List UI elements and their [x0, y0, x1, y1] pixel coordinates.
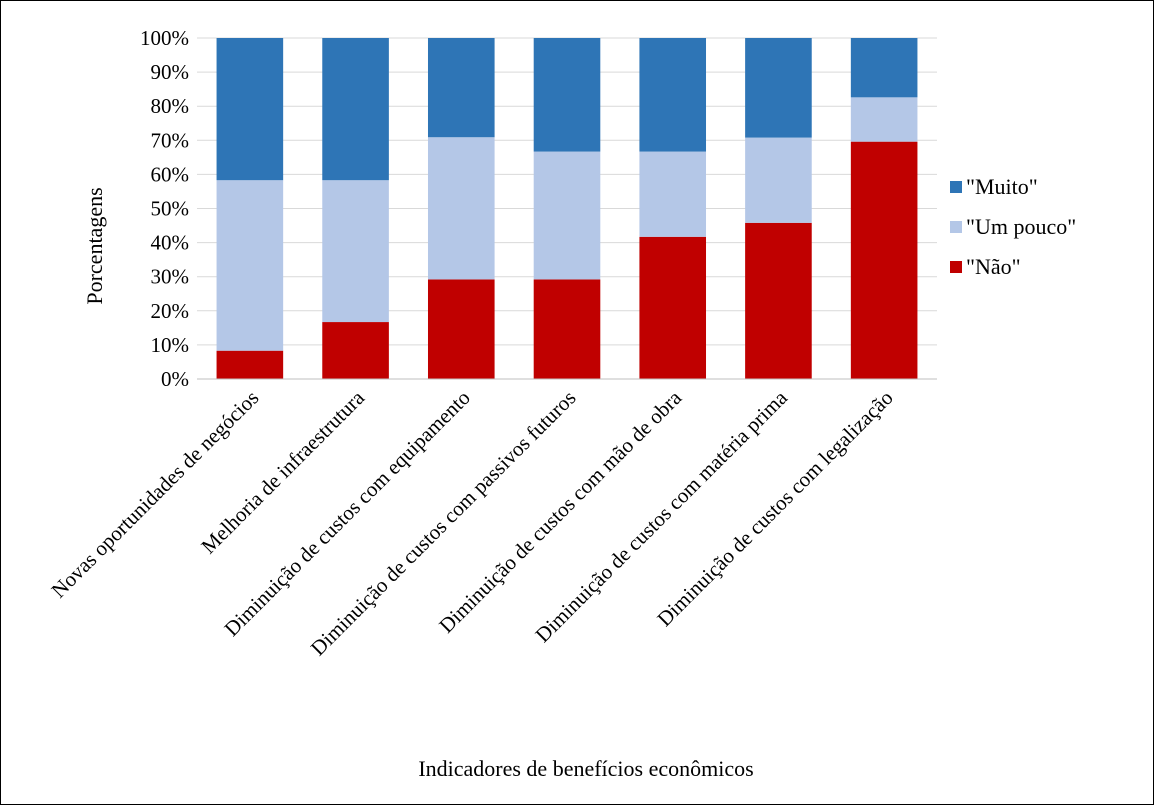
- bar-segment: [322, 322, 389, 379]
- bar-segment: [745, 222, 812, 379]
- bar-segment: [322, 180, 389, 323]
- y-tick-label: 50%: [151, 197, 190, 221]
- bar-segment: [322, 38, 389, 181]
- bar-segment: [850, 141, 918, 379]
- x-category-label: Diminuição de custos com legalização: [652, 386, 897, 631]
- y-tick-label: 70%: [151, 128, 190, 152]
- legend-entry: "Um pouco": [966, 214, 1076, 239]
- legend-swatch: [950, 181, 962, 193]
- legend-swatch: [950, 221, 962, 233]
- bar-segment: [639, 151, 707, 237]
- bar-segment: [639, 236, 707, 379]
- y-tick-label: 20%: [151, 299, 190, 323]
- y-tick-label: 40%: [151, 231, 190, 255]
- y-tick-label: 30%: [151, 265, 190, 289]
- bars: [216, 38, 918, 379]
- bar-segment: [216, 180, 284, 351]
- bar-segment: [745, 137, 812, 223]
- bar-segment: [850, 38, 918, 98]
- legend: "Muito" "Um pouco" "Não": [950, 174, 1076, 279]
- y-axis-title: Porcentagens: [82, 187, 107, 304]
- y-tick-label: 100%: [140, 26, 189, 50]
- x-axis-title: Indicadores de benefícios econômicos: [418, 756, 753, 781]
- y-tick-label: 90%: [151, 60, 190, 84]
- legend-entry: "Não": [966, 254, 1021, 279]
- y-tick-label: 10%: [151, 333, 190, 357]
- bar-segment: [850, 97, 918, 142]
- legend-swatch: [950, 261, 962, 273]
- y-tick-label: 80%: [151, 94, 190, 118]
- bar-segment: [427, 38, 495, 138]
- y-tick-label: 60%: [151, 162, 190, 186]
- bar-segment: [427, 137, 495, 280]
- bar-segment: [216, 350, 284, 379]
- bar-segment: [427, 279, 495, 379]
- bar-segment: [745, 38, 812, 138]
- bar-segment: [533, 151, 601, 280]
- legend-entry: "Muito": [966, 174, 1038, 199]
- y-tick-labels: 0% 10% 20% 30% 40% 50% 60% 70% 80% 90% 100%: [140, 26, 189, 391]
- bar-segment: [533, 279, 601, 379]
- bar-segment: [216, 38, 284, 181]
- x-category-labels: Novas oportunidades de negóciosMelhoria …: [46, 385, 897, 660]
- bar-segment: [639, 38, 707, 152]
- y-tick-label: 0%: [161, 367, 189, 391]
- bar-segment: [533, 38, 601, 152]
- x-category-label: Novas oportunidades de negócios: [46, 386, 263, 603]
